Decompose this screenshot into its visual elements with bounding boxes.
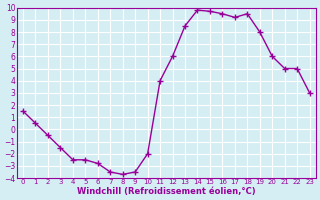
X-axis label: Windchill (Refroidissement éolien,°C): Windchill (Refroidissement éolien,°C) [77,187,256,196]
